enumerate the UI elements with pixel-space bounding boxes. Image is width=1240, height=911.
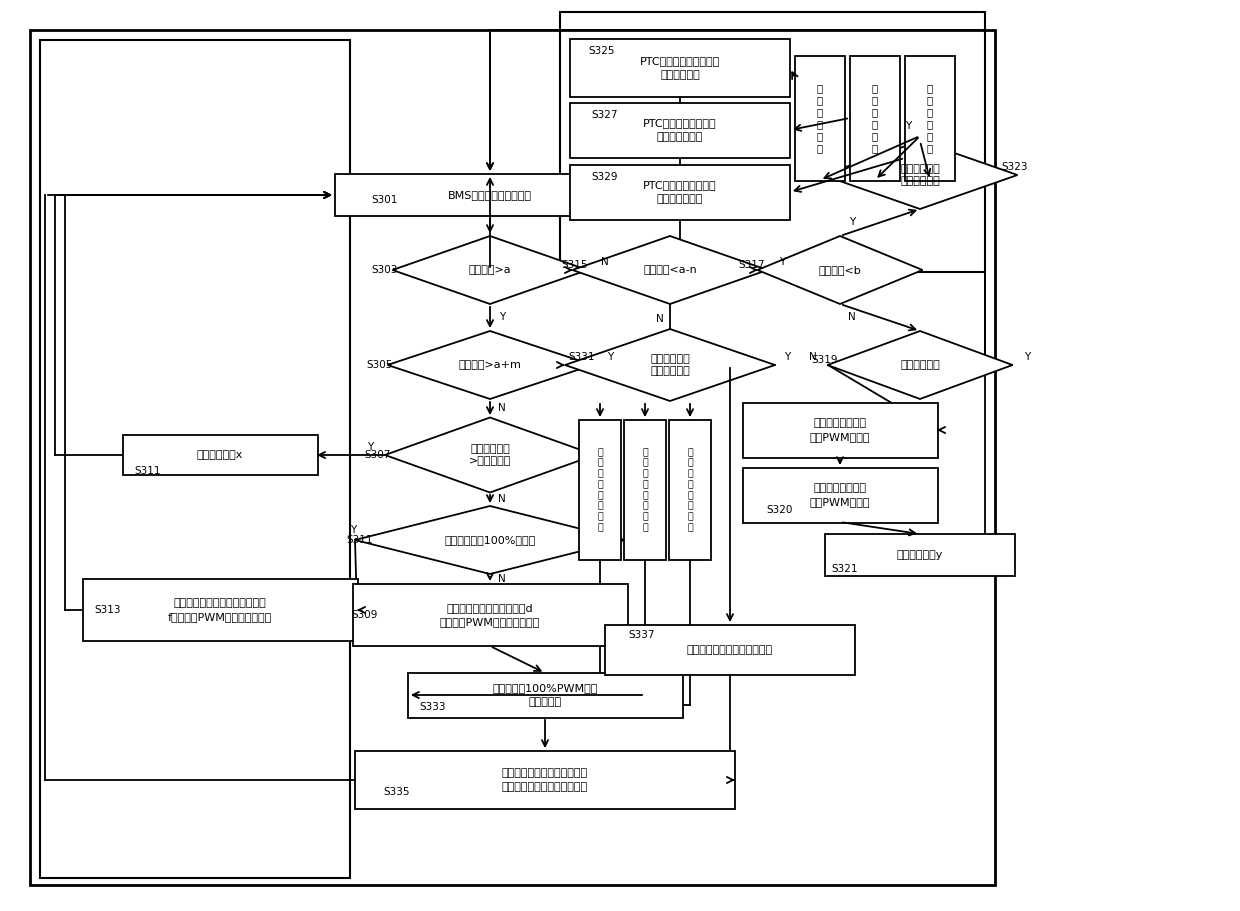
- Text: 延迟设定时间x: 延迟设定时间x: [197, 450, 243, 460]
- Text: S323: S323: [1002, 162, 1028, 172]
- Text: 延迟设定时间y: 延迟设定时间y: [897, 550, 944, 560]
- Text: S321: S321: [832, 564, 858, 574]
- Text: 第
一
报
警
温
度
范
围: 第 一 报 警 温 度 范 围: [598, 448, 603, 532]
- Text: S305: S305: [367, 360, 393, 370]
- Polygon shape: [355, 506, 625, 574]
- Text: 第
二
报
警
温
度
范
围: 第 二 报 警 温 度 范 围: [642, 448, 647, 532]
- Text: N: N: [498, 494, 506, 504]
- Text: N: N: [810, 352, 817, 362]
- Text: Y: Y: [849, 217, 856, 227]
- Text: 水泵转速达到100%占空比: 水泵转速达到100%占空比: [444, 535, 536, 545]
- Bar: [560, 12, 985, 272]
- Text: Y: Y: [498, 312, 505, 322]
- Bar: [905, 56, 955, 180]
- Text: N: N: [498, 403, 506, 413]
- Bar: [670, 420, 711, 560]
- Bar: [40, 40, 350, 878]
- Text: N: N: [656, 314, 663, 324]
- Text: 启动水泵或按设定提速比例d
提高水泵PWM占空比进行提速: 启动水泵或按设定提速比例d 提高水泵PWM占空比进行提速: [440, 603, 541, 627]
- Bar: [30, 30, 994, 885]
- Bar: [570, 165, 790, 220]
- Text: S313: S313: [94, 605, 122, 615]
- Text: S320: S320: [766, 505, 794, 515]
- Text: S307: S307: [365, 450, 391, 460]
- Text: 电芯温度<b: 电芯温度<b: [818, 265, 862, 275]
- Text: S319: S319: [812, 355, 838, 365]
- Text: S325: S325: [589, 46, 615, 56]
- Text: S311: S311: [347, 535, 373, 545]
- Bar: [849, 56, 900, 180]
- Text: PTC执行第三档位功率
对电池进行加热: PTC执行第三档位功率 对电池进行加热: [644, 180, 717, 203]
- Text: 判断电芯温度
所属高温范围: 判断电芯温度 所属高温范围: [650, 353, 689, 376]
- Text: S317: S317: [739, 260, 765, 270]
- Text: 限制车辆的输出功率，按设定
比例依次降低车辆的输出功率: 限制车辆的输出功率，按设定 比例依次降低车辆的输出功率: [502, 768, 588, 792]
- Text: S333: S333: [420, 702, 446, 712]
- Bar: [743, 467, 937, 523]
- Text: 按设定比例降低水
泵的PWM占空比: 按设定比例降低水 泵的PWM占空比: [810, 484, 870, 507]
- Text: 电芯温度<a-n: 电芯温度<a-n: [644, 265, 697, 275]
- Polygon shape: [393, 236, 588, 304]
- Text: S335: S335: [383, 787, 410, 797]
- Text: 第
三
低
温
范
围: 第 三 低 温 范 围: [926, 83, 934, 153]
- Text: Y: Y: [606, 352, 613, 362]
- Text: S329: S329: [591, 172, 619, 182]
- Text: Y: Y: [350, 525, 356, 535]
- Bar: [825, 534, 1016, 576]
- Bar: [795, 56, 844, 180]
- Text: S311: S311: [135, 466, 161, 476]
- Text: S337: S337: [629, 630, 655, 640]
- Text: S301: S301: [372, 195, 398, 205]
- Text: 电芯温度>a: 电芯温度>a: [469, 265, 511, 275]
- Polygon shape: [827, 331, 1013, 399]
- Bar: [355, 751, 735, 809]
- Bar: [123, 435, 317, 475]
- Text: 第
三
报
警
温
度
范
围: 第 三 报 警 温 度 范 围: [687, 448, 693, 532]
- Bar: [352, 584, 627, 646]
- Text: 水泵及风扇100%PWM占空
比全速运转: 水泵及风扇100%PWM占空 比全速运转: [492, 683, 598, 707]
- Polygon shape: [565, 329, 775, 401]
- Bar: [579, 420, 621, 560]
- Text: N: N: [601, 257, 609, 267]
- Text: 按设定比例降低风
扇的PWM占空比: 按设定比例降低风 扇的PWM占空比: [810, 418, 870, 442]
- Text: 第
二
低
温
范
围: 第 二 低 温 范 围: [872, 83, 878, 153]
- Polygon shape: [822, 141, 1018, 209]
- Text: PTC执行第一档位功率对
电池进行加热: PTC执行第一档位功率对 电池进行加热: [640, 56, 720, 79]
- Polygon shape: [758, 236, 923, 304]
- Text: N: N: [498, 574, 506, 584]
- Bar: [570, 39, 790, 97]
- Text: 风扇是否停止: 风扇是否停止: [900, 360, 940, 370]
- Text: 发出危险警报，提醒离开汽车: 发出危险警报，提醒离开汽车: [687, 645, 773, 655]
- Text: 判断电芯温度
所属低温范围: 判断电芯温度 所属低温范围: [900, 164, 940, 186]
- Bar: [743, 403, 937, 457]
- Text: Y: Y: [1024, 352, 1030, 362]
- Text: N: N: [848, 312, 856, 322]
- Text: S327: S327: [591, 110, 619, 120]
- Text: BMS扫描电芯温度并记录: BMS扫描电芯温度并记录: [448, 190, 532, 200]
- Bar: [570, 103, 790, 158]
- Text: 电芯当前温度
>上一次温度: 电芯当前温度 >上一次温度: [469, 444, 511, 466]
- Text: Y: Y: [367, 442, 373, 452]
- Text: S309: S309: [352, 610, 378, 620]
- Text: 第
一
低
温
范
围: 第 一 低 温 范 围: [817, 83, 823, 153]
- Bar: [624, 420, 666, 560]
- Bar: [605, 625, 856, 675]
- Text: 电芯温度>a+m: 电芯温度>a+m: [459, 360, 522, 370]
- Text: 启动风扇或按设定风扇提速比例
f提高风扇PWM占空比进行提速: 启动风扇或按设定风扇提速比例 f提高风扇PWM占空比进行提速: [167, 599, 272, 621]
- Text: PTC执行第二档位功率
对电池进行加热: PTC执行第二档位功率 对电池进行加热: [644, 118, 717, 141]
- Text: S315: S315: [562, 260, 588, 270]
- Text: Y: Y: [784, 352, 790, 362]
- Text: S331: S331: [569, 352, 595, 362]
- Polygon shape: [573, 236, 768, 304]
- Bar: [335, 174, 645, 216]
- Bar: [408, 672, 682, 718]
- Polygon shape: [387, 331, 593, 399]
- Text: Y: Y: [905, 121, 911, 131]
- Text: S303: S303: [372, 265, 398, 275]
- Polygon shape: [384, 417, 595, 493]
- Bar: [83, 579, 357, 641]
- Text: Y: Y: [779, 257, 785, 267]
